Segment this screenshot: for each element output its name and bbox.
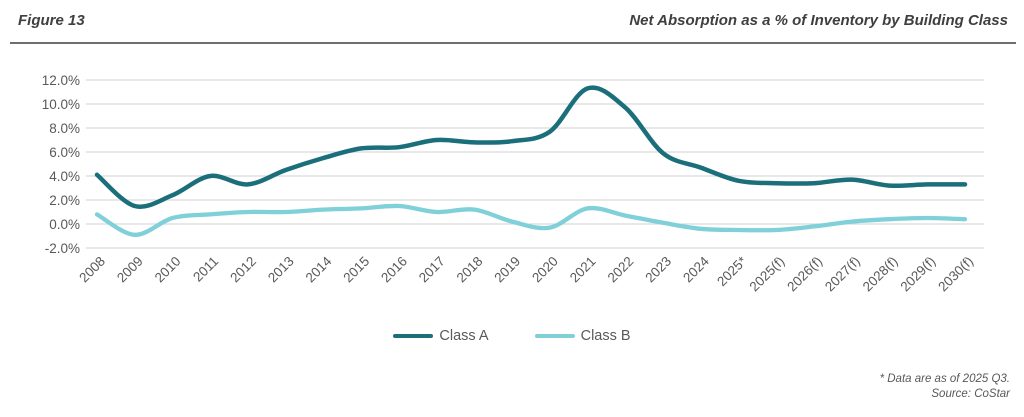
legend-label: Class A xyxy=(439,328,489,344)
x-axis-label: 2030(f) xyxy=(935,254,976,295)
chart-header: Figure 13 Net Absorption as a % of Inven… xyxy=(18,12,1008,29)
x-axis-label: 2014 xyxy=(303,253,335,285)
x-axis-label: 2017 xyxy=(416,254,448,286)
figure-title: Net Absorption as a % of Inventory by Bu… xyxy=(629,12,1008,29)
x-axis-label: 2024 xyxy=(680,253,712,285)
figure-label: Figure 13 xyxy=(18,12,85,29)
x-axis-label: 2026(f) xyxy=(784,254,825,295)
y-axis-label: 8.0% xyxy=(49,121,80,136)
y-axis-label: 0.0% xyxy=(49,217,80,232)
y-axis-label: 12.0% xyxy=(42,73,80,88)
x-axis-label: 2028(f) xyxy=(860,254,901,295)
x-axis-label: 2020 xyxy=(529,254,561,286)
legend-item-class-b: Class B xyxy=(534,328,631,344)
legend-label: Class B xyxy=(580,328,631,344)
header-rule xyxy=(10,42,1016,44)
x-axis-label: 2008 xyxy=(76,254,108,286)
footnote-source: Source: CoStar xyxy=(931,388,1010,400)
x-axis-label: 2023 xyxy=(642,254,674,286)
class-b-line xyxy=(94,203,968,237)
x-axis-label: 2021 xyxy=(567,254,599,286)
x-axis-label: 2010 xyxy=(152,254,184,286)
legend-swatch xyxy=(393,334,434,338)
footnote-asterisk: * Data are as of 2025 Q3. xyxy=(879,373,1010,385)
class-a-line xyxy=(94,85,968,209)
x-axis-label: 2013 xyxy=(265,254,297,286)
y-axis-label: -2.0% xyxy=(45,241,80,256)
footnote: * Data are as of 2025 Q3. Source: CoStar xyxy=(880,372,1010,402)
y-axis-label: 2.0% xyxy=(49,193,80,208)
legend-item-class-a: Class A xyxy=(393,328,489,344)
y-axis-label: 4.0% xyxy=(49,169,80,184)
x-axis-label: 2025* xyxy=(714,253,750,289)
x-axis-label: 2018 xyxy=(454,254,486,286)
x-axis-label: 2016 xyxy=(378,254,410,286)
x-axis-label: 2025(f) xyxy=(747,254,788,295)
x-axis-label: 2022 xyxy=(605,254,637,286)
x-axis-label: 2019 xyxy=(491,254,523,286)
x-axis-label: 2029(f) xyxy=(898,254,939,295)
y-axis-label: 10.0% xyxy=(42,97,80,112)
net-absorption-chart: 12.0%10.0%8.0%6.0%4.0%2.0%0.0%-2.0%2008 2… xyxy=(42,73,984,295)
x-axis-label: 2011 xyxy=(190,254,221,285)
chart-area: 12.0% 10.0% 8.0% 6.0% 4.0% 2.0% 0.0% -2.0% 2008 2… xyxy=(0,46,1024,318)
chart-legend: Class A Class B xyxy=(0,328,1024,344)
y-axis-label: 6.0% xyxy=(49,145,80,160)
x-axis-label: 2012 xyxy=(227,254,259,286)
legend-swatch xyxy=(534,334,575,338)
x-axis-label: 2015 xyxy=(340,254,372,286)
x-axis-label: 2027(f) xyxy=(822,254,863,295)
x-axis-label: 2009 xyxy=(114,254,146,286)
